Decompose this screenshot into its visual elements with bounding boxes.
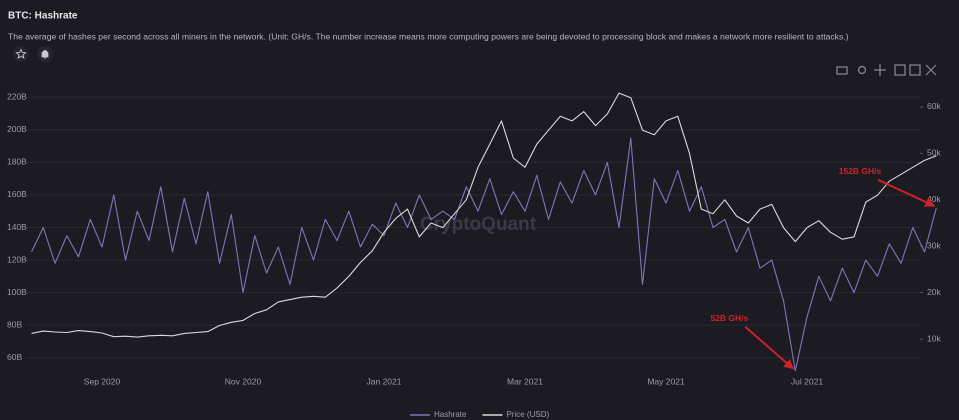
- y-tick-label: 100B: [7, 287, 27, 297]
- y-tick-label: 120B: [7, 254, 27, 264]
- y-tick-label: 140B: [7, 222, 27, 232]
- y2-tick-label: 10k: [927, 333, 941, 343]
- y-tick-label: 80B: [7, 319, 22, 329]
- autoscale-button[interactable]: [925, 64, 937, 76]
- x-tick-label: Mar 2021: [507, 376, 543, 386]
- annotation-text: 152B GH/s: [839, 166, 882, 176]
- x-tick-label: Sep 2020: [84, 376, 121, 386]
- y2-tick-label: 60k: [927, 101, 941, 111]
- bell-button[interactable]: [37, 46, 53, 62]
- y-tick-label: 220B: [7, 92, 27, 102]
- y-tick-label: 60B: [7, 352, 22, 362]
- zoom-button[interactable]: [857, 65, 867, 75]
- reset-button[interactable]: [909, 64, 921, 76]
- y2-tick-label: 50k: [927, 148, 941, 158]
- y-tick-label: 200B: [7, 124, 27, 134]
- y2-tick-label: 30k: [927, 240, 941, 250]
- watermark: CryptoQuant: [420, 214, 537, 235]
- annotation-arrow: [877, 179, 936, 207]
- chart-subtitle: The average of hashes per second across …: [8, 31, 849, 41]
- camera-button[interactable]: [836, 66, 848, 75]
- x-tick-label: Nov 2020: [225, 376, 262, 386]
- x-tick-label: Jan 2021: [367, 376, 402, 386]
- y-tick-label: 180B: [7, 157, 27, 167]
- x-tick-label: Jul 2021: [791, 376, 823, 386]
- annotation-text: 52B GH/s: [710, 313, 748, 323]
- y-tick-label: 160B: [7, 189, 27, 199]
- chart-title: BTC: Hashrate: [8, 11, 78, 22]
- series-line: [31, 137, 937, 372]
- star-button[interactable]: [13, 46, 29, 62]
- series-line: [31, 92, 937, 338]
- pan-button[interactable]: [874, 64, 886, 76]
- zoom-in-button[interactable]: [894, 64, 906, 76]
- legend-label: Price (USD): [506, 410, 549, 419]
- toolbar: [836, 64, 937, 76]
- y2-tick-label: 20k: [927, 287, 941, 297]
- legend-label: Hashrate: [434, 410, 467, 419]
- x-tick-label: May 2021: [647, 376, 685, 386]
- annotation-arrow: [744, 325, 795, 370]
